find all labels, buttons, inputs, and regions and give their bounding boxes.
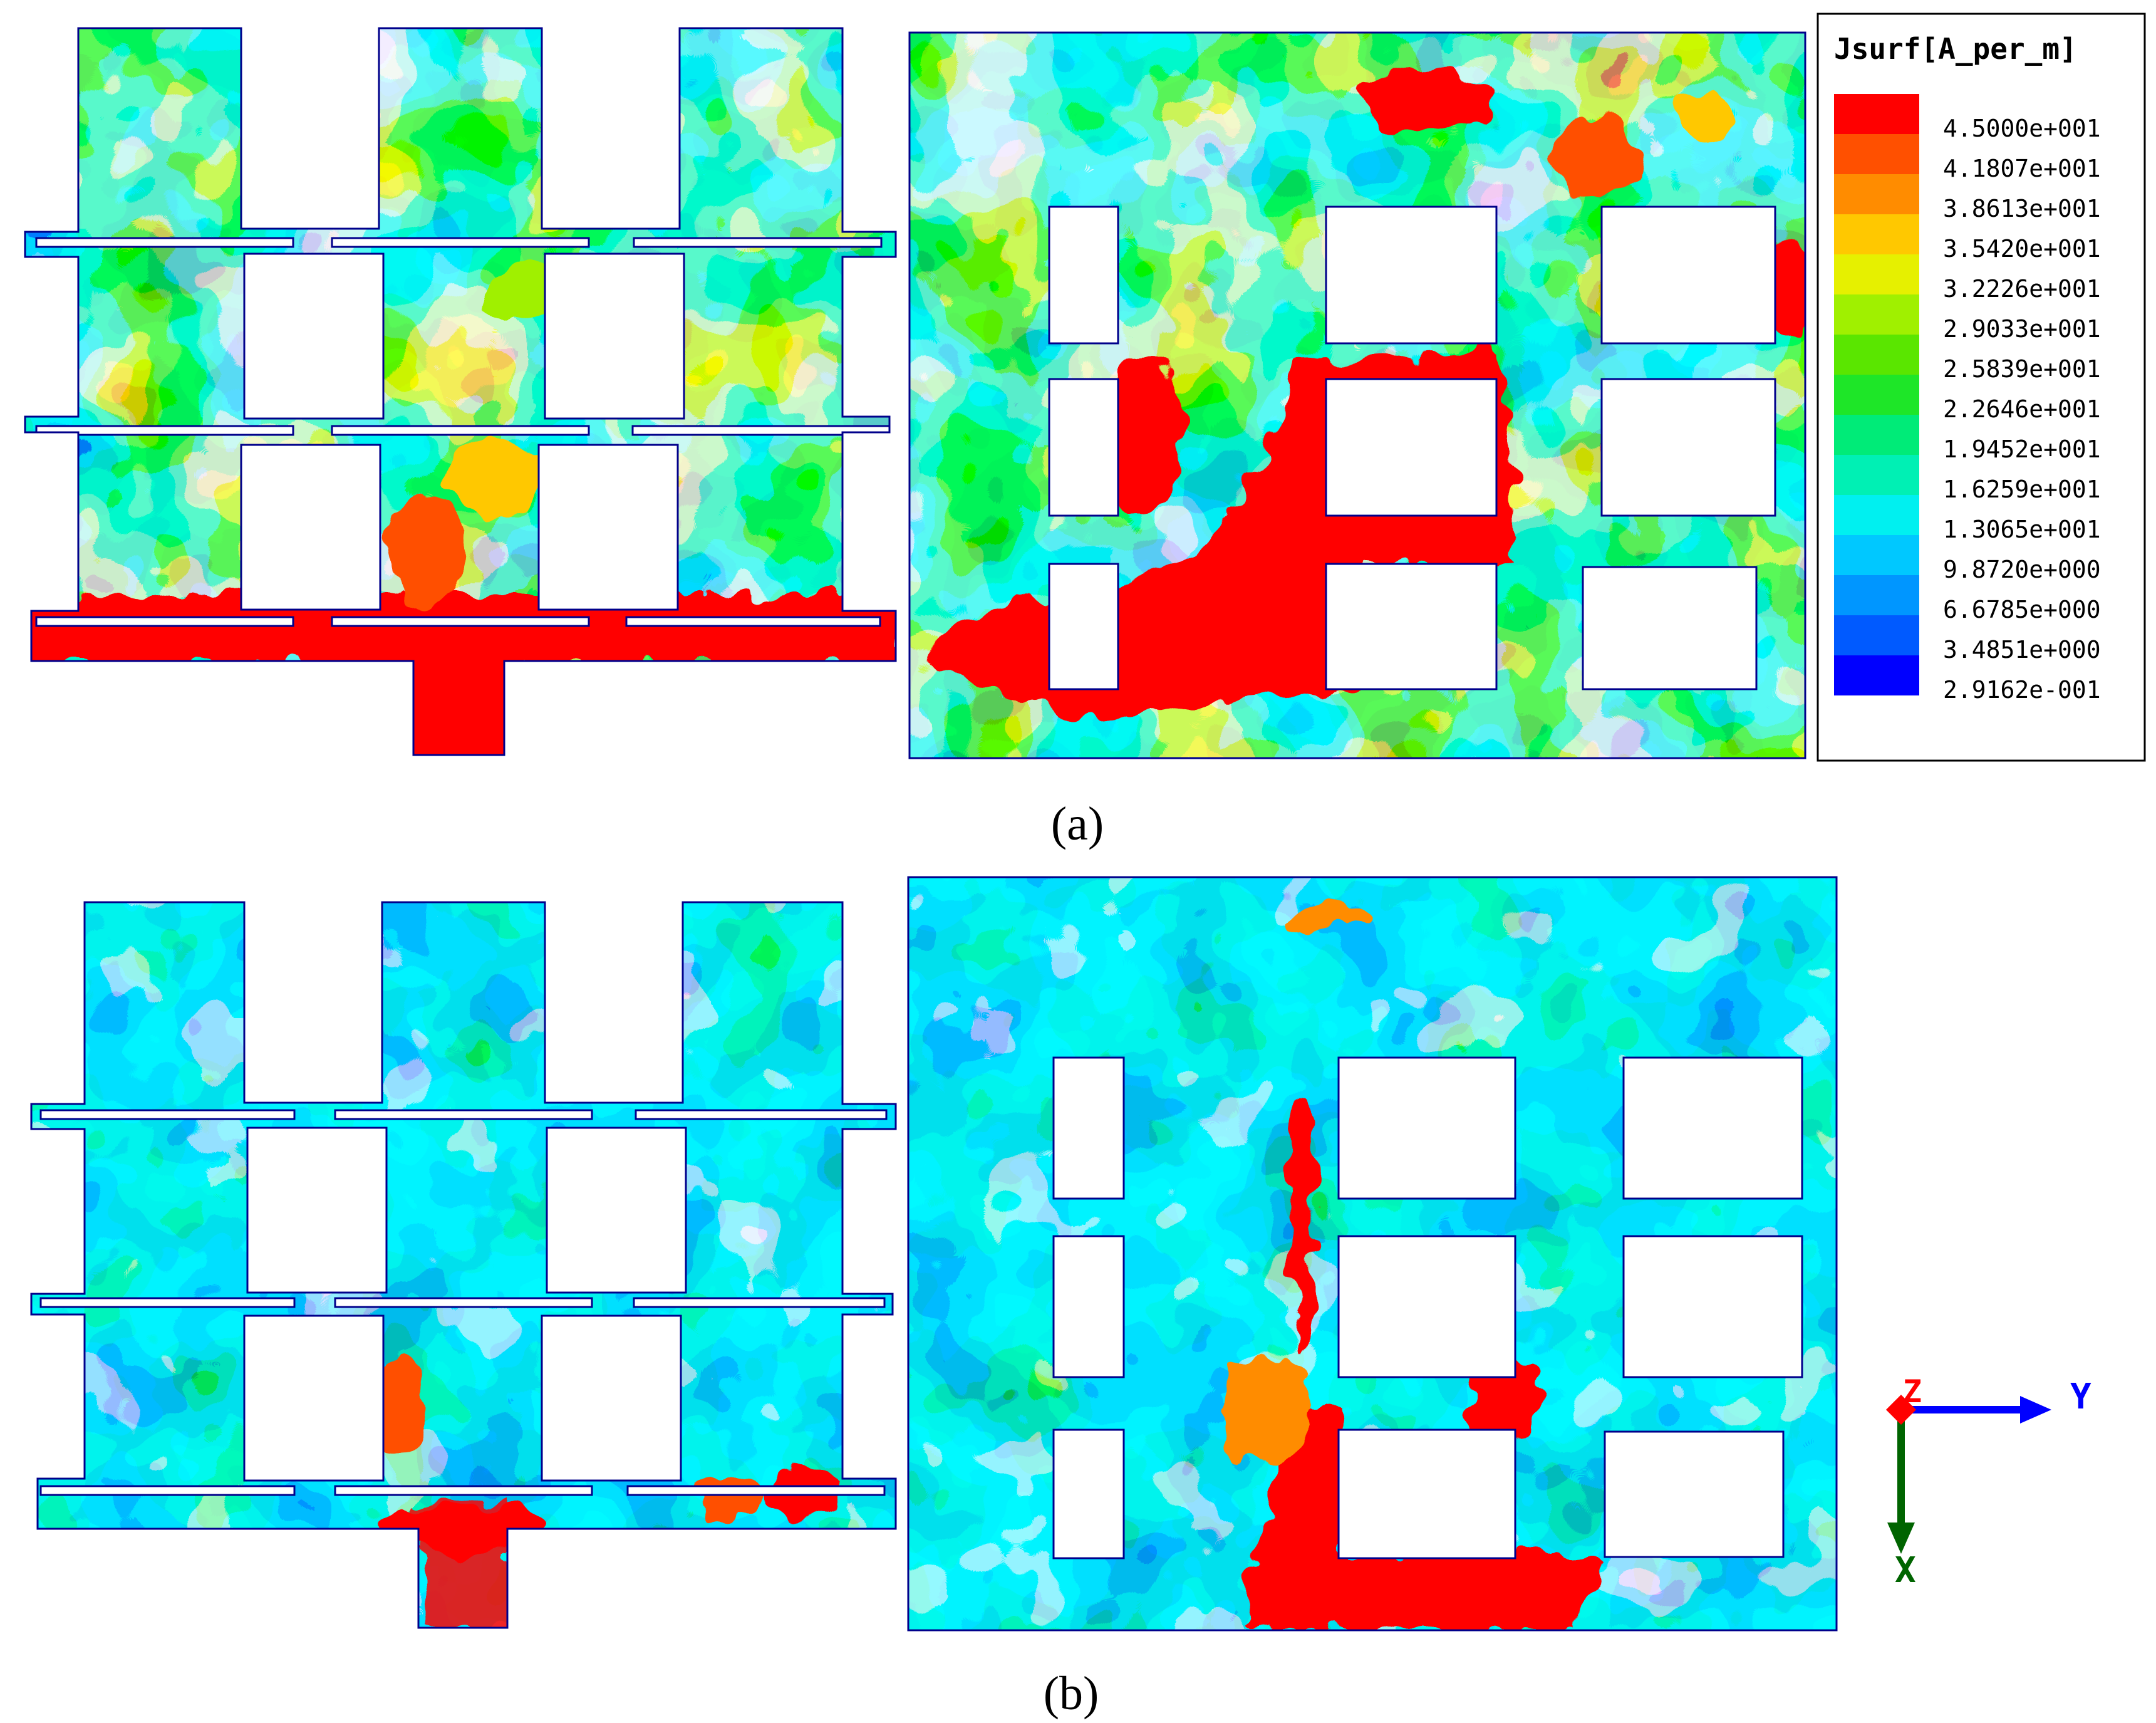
legend-swatch — [1834, 375, 1919, 415]
legend-label: 1.9452e+001 — [1943, 435, 2101, 463]
panel-a-hotspots-left — [25, 263, 896, 755]
legend-label: 1.3065e+001 — [1943, 516, 2101, 543]
legend-swatch — [1834, 294, 1919, 335]
panel-a-patch-cutouts — [1048, 206, 1776, 690]
z-axis-marker — [1885, 1394, 1917, 1425]
axes-triad: Z Y X — [1885, 1373, 2091, 1591]
y-axis-label: Y — [2070, 1377, 2091, 1417]
legend-swatch — [1834, 495, 1919, 535]
legend-label: 2.5839e+001 — [1943, 355, 2101, 383]
legend-swatch — [1834, 575, 1919, 615]
legend-swatch — [1834, 655, 1919, 695]
legend-label: 1.6259e+001 — [1943, 476, 2101, 503]
panel-a-feed-outline — [24, 27, 897, 756]
legend-swatch — [1834, 615, 1919, 655]
panel-a: Jsurf[A_per_m] 4.5000e+001 4.1807e+001 3.8… — [24, 13, 2146, 850]
panel-b-feed-outline — [30, 901, 897, 1629]
legend-swatch — [1834, 455, 1919, 495]
legend-label: 2.9033e+001 — [1943, 315, 2101, 343]
legend-swatch — [1834, 254, 1919, 294]
caption-b: (b) — [1044, 1667, 1099, 1720]
z-axis-label: Z — [1903, 1373, 1922, 1410]
legend-label: 2.9162e-001 — [1943, 676, 2101, 704]
legend-swatch — [1834, 214, 1919, 254]
legend-swatch — [1834, 174, 1919, 214]
panel-b-feed-structure — [31, 902, 896, 1628]
legend-label: 3.4851e+000 — [1943, 636, 2101, 664]
legend-label: 4.1807e+001 — [1943, 155, 2101, 182]
panel-b-patch-cutouts — [1052, 1056, 1803, 1559]
y-axis-arrowhead — [2020, 1396, 2051, 1424]
x-axis-arrowhead — [1887, 1523, 1915, 1554]
x-axis-label: X — [1895, 1550, 1916, 1591]
caption-a: (a) — [1051, 798, 1104, 850]
legend-swatch — [1834, 415, 1919, 455]
legend-title: Jsurf[A_per_m] — [1834, 32, 2077, 66]
panel-b-hotspots-right — [1221, 903, 1604, 1629]
legend-swatch — [1834, 335, 1919, 375]
panel-a-cutouts — [35, 237, 891, 627]
legend-label: 2.2646e+001 — [1943, 395, 2101, 423]
legend-label: 3.5420e+001 — [1943, 235, 2101, 263]
colorbar-legend: Jsurf[A_per_m] 4.5000e+001 4.1807e+001 3.8… — [1817, 13, 2146, 762]
legend-swatch — [1834, 134, 1919, 174]
panel-b-hotspots-left — [376, 1360, 839, 1626]
legend-label: 6.6785e+000 — [1943, 596, 2101, 623]
legend-entries: 4.5000e+001 4.1807e+001 3.8613e+001 3.5420e… — [1834, 94, 2101, 704]
legend-label: 9.8720e+000 — [1943, 556, 2101, 583]
legend-swatch — [1834, 535, 1919, 575]
panel-a-patch-outline — [908, 31, 1806, 759]
legend-label: 4.5000e+001 — [1943, 115, 2101, 142]
panel-b-patch-outline — [907, 876, 1838, 1632]
legend-label: 3.2226e+001 — [1943, 275, 2101, 303]
panel-b: Z Y X (b) — [30, 876, 2091, 1720]
legend-swatch — [1834, 94, 1919, 134]
panel-a-feed-structure — [25, 28, 896, 755]
legend-label: 3.8613e+001 — [1943, 195, 2101, 222]
panel-b-cutouts — [39, 1109, 888, 1496]
